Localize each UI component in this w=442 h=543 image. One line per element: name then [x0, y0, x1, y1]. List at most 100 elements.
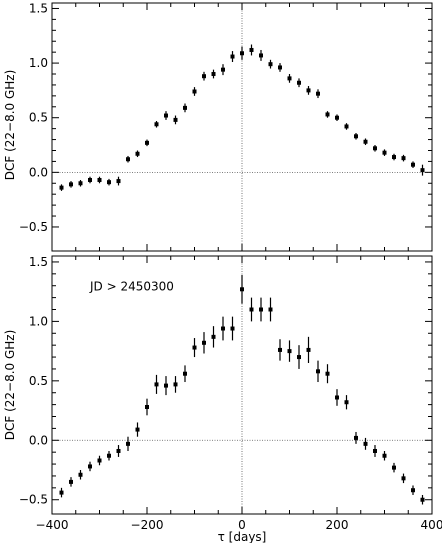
y-tick-label: 1.0 [29, 314, 48, 328]
y-tick-label: 0.5 [29, 374, 48, 388]
data-point [268, 307, 273, 312]
data-point [240, 51, 244, 56]
data-point [259, 307, 263, 312]
data-point [306, 88, 311, 93]
data-point [306, 347, 311, 352]
data-point [392, 465, 396, 470]
data-point [221, 326, 225, 331]
data-point [88, 177, 92, 182]
data-point [145, 404, 149, 409]
date-range-annotation: JD > 2450300 [89, 279, 174, 293]
data-point [401, 156, 406, 161]
data-point [240, 287, 244, 292]
data-point [59, 185, 64, 190]
y-tick-label: 0.0 [29, 165, 48, 179]
data-point [344, 400, 349, 405]
data-point [69, 479, 73, 484]
data-point [335, 395, 339, 400]
data-point [192, 89, 197, 94]
data-point [268, 62, 273, 67]
data-point [211, 334, 216, 339]
y-tick-label: 1.5 [29, 1, 48, 15]
y-axis-label: DCF (22−8.0 GHz) [3, 330, 17, 441]
y-tick-label: 1.5 [29, 255, 48, 269]
data-point [373, 146, 377, 151]
data-point [401, 476, 406, 481]
data-point [230, 326, 235, 331]
x-axis-label: τ [days] [218, 530, 267, 543]
data-point [145, 140, 149, 145]
data-point [363, 441, 368, 446]
data-point [325, 112, 330, 117]
data-point [69, 182, 73, 187]
data-point [78, 472, 83, 477]
data-point [116, 179, 121, 184]
data-point [392, 155, 396, 160]
data-point [278, 65, 282, 70]
y-tick-label: 0.0 [29, 433, 48, 447]
data-point [173, 382, 178, 387]
data-point [325, 371, 330, 376]
x-tick-label: −200 [131, 518, 164, 532]
data-point [354, 134, 358, 139]
data-point [154, 122, 159, 127]
data-point [59, 490, 64, 495]
data-point [363, 139, 368, 144]
y-axis-label: DCF (22−8.0 GHz) [3, 70, 17, 181]
data-point [287, 349, 292, 354]
x-tick-label: 400 [421, 518, 442, 532]
data-point [316, 369, 320, 374]
data-point [335, 115, 339, 120]
data-point [297, 80, 301, 85]
bottom-panel: −400 −200 0 200 400 −0.5 0.0 0.5 1.0 1.5 DCF (22−8… [3, 255, 442, 543]
data-point [202, 340, 206, 345]
data-point [211, 72, 216, 77]
data-point [278, 347, 282, 352]
data-point [420, 497, 425, 502]
top-panel: −0.5 0.0 0.5 1.0 1.5 DCF (22−8.0 GHz) [3, 1, 433, 252]
data-point [249, 307, 254, 312]
data-point [183, 105, 187, 110]
data-point [173, 117, 178, 122]
data-point [411, 162, 415, 167]
data-point [126, 441, 130, 446]
data-point [192, 345, 197, 350]
data-point [154, 382, 159, 387]
data-point [354, 435, 358, 440]
data-point [164, 383, 168, 388]
data-point [297, 355, 301, 360]
data-point [382, 150, 387, 155]
data-point [411, 488, 415, 493]
data-point [316, 91, 320, 96]
x-tick-label: 200 [326, 518, 349, 532]
data-point [344, 124, 349, 129]
data-point [420, 168, 425, 173]
y-tick-label: −0.5 [19, 220, 48, 234]
data-point [88, 464, 92, 469]
data-point [116, 448, 121, 453]
data-point [373, 448, 377, 453]
y-tick-label: 0.5 [29, 111, 48, 125]
data-point [382, 453, 387, 458]
data-point [259, 53, 263, 58]
data-point [164, 113, 168, 118]
data-point [126, 157, 130, 162]
data-point [202, 74, 206, 79]
x-tick-label: 0 [238, 518, 246, 532]
data-point [107, 453, 111, 458]
x-tick-label: −400 [36, 518, 69, 532]
data-point [230, 54, 235, 59]
data-point [135, 427, 140, 432]
data-point [97, 177, 102, 182]
data-point [97, 458, 102, 463]
data-point [107, 180, 111, 185]
data-point [78, 181, 83, 186]
data-point [249, 47, 254, 52]
data-point [135, 151, 140, 156]
data-point [221, 67, 225, 72]
y-tick-label: −0.5 [19, 493, 48, 507]
data-point [183, 371, 187, 376]
y-tick-label: 1.0 [29, 56, 48, 70]
data-point [287, 76, 292, 81]
